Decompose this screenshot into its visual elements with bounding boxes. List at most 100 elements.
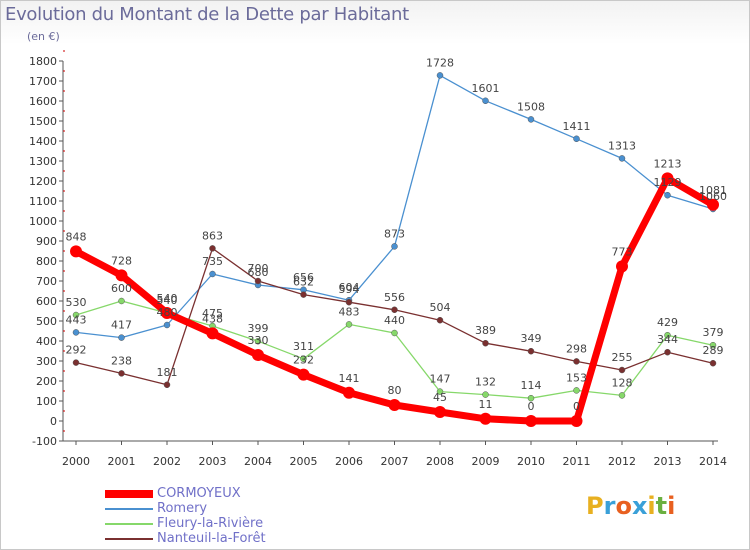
- data-label: 475: [202, 307, 223, 320]
- data-point: [664, 331, 671, 339]
- data-label: 128: [612, 376, 633, 389]
- data-point: [70, 245, 82, 258]
- data-label: 417: [111, 319, 132, 332]
- data-label: 153: [566, 371, 587, 384]
- x-tick-label: 2006: [335, 455, 363, 468]
- data-label: 80: [388, 384, 402, 397]
- legend-label: Nanteuil-la-Forêt: [157, 531, 266, 546]
- logo-letter: i: [647, 492, 656, 520]
- y-tick-label: -100: [32, 435, 57, 448]
- y-tick-label: 1800: [29, 55, 57, 68]
- data-point: [573, 387, 580, 394]
- data-point: [482, 391, 489, 398]
- data-label: 379: [703, 326, 724, 339]
- data-label: 1411: [563, 120, 591, 133]
- data-label: 700: [248, 262, 269, 275]
- data-label: 480: [157, 306, 178, 319]
- legend-swatch: [105, 538, 153, 540]
- data-label: 1213: [654, 157, 682, 170]
- data-point: [118, 297, 125, 305]
- legend-label: CORMOYEUX: [157, 486, 241, 501]
- data-label: 440: [384, 314, 405, 327]
- series-lines: [70, 72, 719, 427]
- data-label: 45: [433, 391, 447, 404]
- data-label: 389: [475, 324, 496, 337]
- x-tick-label: 2005: [290, 455, 318, 468]
- x-tick-label: 2014: [699, 455, 727, 468]
- data-label: 773: [612, 245, 633, 258]
- logo-letter: r: [603, 492, 616, 520]
- data-point: [118, 370, 125, 377]
- y-tick-label: 100: [36, 395, 57, 408]
- data-label: 1601: [472, 82, 500, 95]
- y-tick-label: 1600: [29, 95, 57, 108]
- data-label: 873: [384, 227, 405, 240]
- data-point: [482, 339, 489, 347]
- legend-label: Romery: [157, 501, 208, 516]
- data-label: 540: [157, 292, 178, 305]
- data-point: [300, 291, 307, 298]
- data-point: [661, 172, 674, 185]
- data-point: [118, 334, 125, 341]
- data-label: 429: [657, 316, 678, 329]
- data-point: [388, 399, 401, 411]
- y-tick-label: 700: [36, 275, 57, 288]
- data-point: [254, 277, 262, 285]
- data-point: [482, 97, 489, 105]
- data-label: 604: [339, 281, 360, 294]
- data-label: 344: [657, 333, 678, 346]
- proxiti-logo: Proxiti: [586, 492, 675, 520]
- data-point: [209, 245, 216, 252]
- data-label: 0: [528, 400, 535, 413]
- data-point: [527, 394, 535, 402]
- data-point: [254, 337, 262, 345]
- data-label: 147: [430, 373, 451, 386]
- data-point: [343, 386, 355, 399]
- legend-item: Nanteuil-la-Forêt: [105, 532, 266, 546]
- x-tick-label: 2001: [108, 455, 136, 468]
- data-point: [570, 415, 583, 427]
- data-point: [709, 341, 717, 349]
- y-tick-label: 400: [36, 335, 57, 348]
- data-label: 1313: [608, 139, 636, 152]
- data-label: 438: [202, 312, 223, 325]
- data-label: 735: [202, 255, 223, 268]
- logo-letter: P: [586, 492, 604, 520]
- data-label: 556: [384, 291, 405, 304]
- data-point: [527, 347, 535, 355]
- data-point: [209, 270, 216, 278]
- data-point: [345, 321, 353, 328]
- data-point: [391, 306, 398, 314]
- chart-unit: (en €): [27, 30, 60, 43]
- y-tick-label: 1500: [29, 115, 57, 128]
- y-tick-label: 1000: [29, 215, 57, 228]
- y-tick-label: 900: [36, 235, 57, 248]
- legend-swatch: [105, 490, 153, 498]
- data-point: [434, 406, 446, 418]
- data-label: 11: [479, 398, 493, 411]
- y-tick-label: 600: [36, 295, 57, 308]
- data-point: [664, 348, 671, 356]
- logo-letter: o: [615, 492, 632, 520]
- data-point: [618, 366, 626, 374]
- data-label: 1129: [654, 176, 682, 189]
- data-label: 0: [573, 400, 580, 413]
- data-label: 594: [339, 283, 360, 296]
- x-tick-label: 2011: [563, 455, 591, 468]
- data-label: 540: [157, 294, 178, 307]
- data-point: [72, 311, 80, 319]
- axes: -100010020030040050060070080090010001100…: [29, 50, 727, 468]
- legend-item: CORMOYEUX: [105, 487, 241, 501]
- data-point: [297, 368, 310, 381]
- data-point: [163, 321, 171, 329]
- data-point: [618, 155, 626, 162]
- data-point: [527, 116, 535, 123]
- x-tick-label: 2004: [244, 455, 272, 468]
- data-label: 728: [111, 254, 132, 267]
- x-tick-label: 2000: [62, 455, 90, 468]
- legend-swatch: [105, 523, 153, 525]
- x-tick-label: 2002: [153, 455, 181, 468]
